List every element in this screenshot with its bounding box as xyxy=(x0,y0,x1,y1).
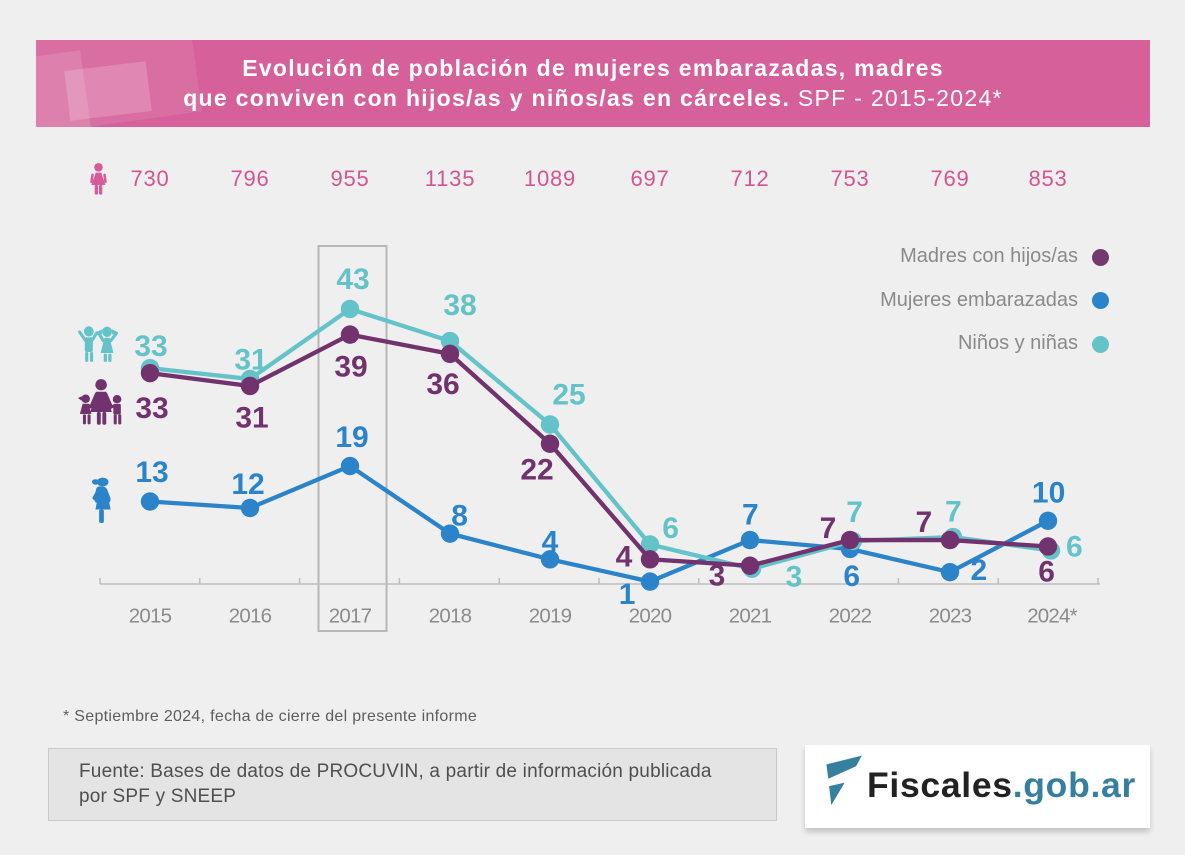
svg-text:2015: 2015 xyxy=(129,605,172,628)
svg-text:2: 2 xyxy=(970,554,987,587)
svg-text:2016: 2016 xyxy=(229,605,272,628)
svg-text:3: 3 xyxy=(786,561,803,594)
svg-text:22: 22 xyxy=(520,454,553,487)
svg-text:2021: 2021 xyxy=(729,605,772,628)
svg-text:6: 6 xyxy=(662,512,679,545)
svg-text:7: 7 xyxy=(820,512,837,545)
svg-text:2022: 2022 xyxy=(829,605,872,628)
svg-text:43: 43 xyxy=(336,263,369,296)
svg-text:3: 3 xyxy=(709,560,726,593)
svg-text:7: 7 xyxy=(945,496,962,529)
svg-text:12: 12 xyxy=(231,468,264,501)
svg-text:8: 8 xyxy=(451,500,468,533)
svg-text:7: 7 xyxy=(846,496,863,529)
svg-text:7: 7 xyxy=(742,499,759,532)
svg-text:33: 33 xyxy=(135,392,168,425)
svg-text:Fiscales.gob.ar: Fiscales.gob.ar xyxy=(867,765,1136,805)
svg-text:33: 33 xyxy=(134,330,167,363)
svg-text:2017: 2017 xyxy=(329,605,372,628)
svg-text:7: 7 xyxy=(915,506,932,539)
svg-text:13: 13 xyxy=(135,456,168,489)
svg-text:38: 38 xyxy=(443,289,476,322)
svg-text:2019: 2019 xyxy=(529,605,572,628)
svg-text:36: 36 xyxy=(426,368,459,401)
svg-text:19: 19 xyxy=(335,421,368,454)
svg-text:6: 6 xyxy=(1066,531,1083,564)
svg-text:2018: 2018 xyxy=(429,605,472,628)
svg-text:4: 4 xyxy=(542,526,559,559)
svg-text:39: 39 xyxy=(334,351,367,384)
svg-text:6: 6 xyxy=(1038,556,1055,589)
svg-text:4: 4 xyxy=(616,541,633,574)
svg-text:2020: 2020 xyxy=(629,605,672,628)
svg-text:10: 10 xyxy=(1032,476,1065,509)
svg-text:2023: 2023 xyxy=(929,605,972,628)
svg-text:25: 25 xyxy=(552,379,585,412)
svg-text:1: 1 xyxy=(619,578,636,611)
svg-text:6: 6 xyxy=(843,560,860,593)
svg-text:31: 31 xyxy=(234,344,267,377)
svg-text:2024*: 2024* xyxy=(1027,605,1077,628)
svg-text:31: 31 xyxy=(235,402,268,435)
